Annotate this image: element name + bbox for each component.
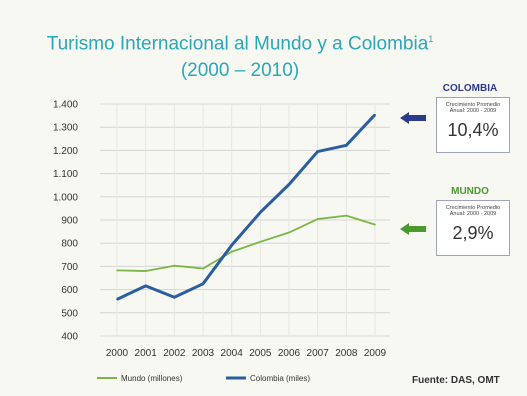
- colombia-growth-box: Crecimiento Promedio Anual: 2000 - 2009 …: [436, 97, 510, 153]
- series-line-mundo: [116, 214, 376, 272]
- data-point-mundo: [345, 214, 348, 217]
- colombia-caption-line2: Anual: 2000 - 2009: [449, 108, 497, 114]
- data-point-mundo: [288, 231, 290, 234]
- data-point-colombia: [316, 150, 319, 153]
- mundo-caption-line2: Anual: 2000 - 2009: [449, 211, 497, 217]
- colombia-caption: Crecimiento Promedio Anual: 2000 - 2009: [437, 102, 509, 114]
- data-point-colombia: [202, 283, 204, 285]
- data-point-mundo: [173, 264, 176, 267]
- data-point-colombia: [173, 296, 176, 299]
- y-tick-label: 1.400: [53, 100, 78, 111]
- y-tick-label: 600: [61, 285, 78, 296]
- y-tick-label: 1.300: [53, 123, 78, 134]
- x-tick-label: 2002: [163, 348, 186, 359]
- x-tick-label: 2000: [106, 348, 129, 359]
- colombia-growth-value: 10,4%: [447, 120, 499, 140]
- y-tick-label: 700: [61, 262, 78, 273]
- mundo-caption: Crecimiento Promedio Anual: 2000 - 2009: [437, 205, 509, 217]
- y-tick-label: 800: [61, 239, 78, 250]
- x-tick-label: 2001: [135, 348, 158, 359]
- data-point-mundo: [144, 270, 147, 272]
- data-point-colombia: [288, 183, 290, 186]
- y-tick-label: 900: [61, 216, 78, 227]
- data-point-colombia: [259, 211, 262, 214]
- data-point-mundo: [116, 269, 118, 272]
- title-superscript: 1: [428, 34, 434, 44]
- x-tick-label: 2004: [221, 348, 244, 359]
- chart-subtitle: (2000 – 2010): [180, 60, 300, 82]
- x-tick-label: 2006: [278, 348, 301, 359]
- data-point-mundo: [374, 223, 376, 226]
- data-point-mundo: [316, 218, 319, 220]
- mundo-growth-box: Crecimiento Promedio Anual: 2000 - 2009 …: [436, 200, 510, 256]
- y-tick-label: 1.200: [53, 146, 78, 157]
- x-tick-label: 2008: [335, 348, 358, 359]
- colombia-label: COLOMBIA: [442, 83, 498, 94]
- x-tick-label: 2009: [364, 348, 387, 359]
- data-point-colombia: [345, 144, 348, 147]
- mundo-label: MUNDO: [451, 186, 489, 197]
- mundo-caption-line1: Crecimiento Promedio: [445, 205, 501, 211]
- legend-label: Colombia (miles): [250, 374, 310, 383]
- data-point-mundo: [202, 267, 204, 270]
- x-tick-label: 2007: [307, 348, 330, 359]
- x-tick-label: 2003: [192, 348, 215, 359]
- data-point-mundo: [259, 241, 262, 243]
- mundo-growth-value: 2,9%: [452, 223, 494, 243]
- data-point-colombia: [116, 298, 118, 301]
- data-point-colombia: [144, 285, 147, 287]
- y-tick-label: 500: [61, 308, 78, 319]
- colombia-arrow-icon: [400, 112, 426, 124]
- chart-title-block: Turismo Internacional al Mundo y a Colom…: [40, 26, 440, 84]
- colombia-caption-line1: Crecimiento Promedio: [445, 102, 501, 108]
- y-tick-label: 1.100: [53, 169, 78, 180]
- mundo-arrow-icon: [400, 223, 426, 235]
- data-point-colombia: [230, 244, 233, 247]
- y-tick-label: 400: [61, 332, 78, 343]
- source-note: Fuente: DAS, OMT: [412, 375, 500, 386]
- data-point-mundo: [230, 250, 233, 253]
- chart-title: Turismo Internacional al Mundo y a Colom…: [46, 33, 429, 55]
- series-line-colombia: [116, 113, 377, 301]
- legend-label: Mundo (millones): [121, 374, 183, 383]
- data-point-colombia: [374, 113, 376, 116]
- y-tick-label: 1.000: [53, 192, 78, 203]
- x-tick-label: 2005: [249, 348, 272, 359]
